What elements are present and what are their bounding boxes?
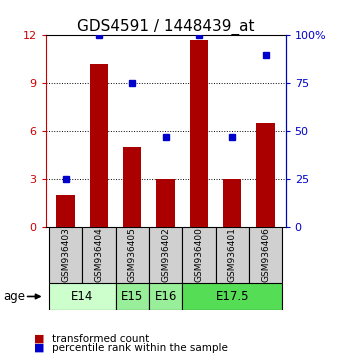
Bar — [182, 283, 282, 310]
Text: E16: E16 — [154, 290, 177, 303]
Text: E15: E15 — [121, 290, 143, 303]
Text: E14: E14 — [71, 290, 94, 303]
Bar — [116, 227, 149, 283]
Bar — [223, 179, 241, 227]
Text: percentile rank within the sample: percentile rank within the sample — [52, 343, 228, 353]
Bar — [216, 227, 249, 283]
Bar — [156, 179, 175, 227]
Bar — [249, 227, 282, 283]
Text: age: age — [3, 290, 25, 303]
Text: GSM936403: GSM936403 — [61, 227, 70, 282]
Bar — [56, 195, 75, 227]
Title: GDS4591 / 1448439_at: GDS4591 / 1448439_at — [77, 19, 255, 35]
Text: transformed count: transformed count — [52, 334, 150, 344]
Text: GSM936400: GSM936400 — [194, 227, 203, 282]
Text: GSM936401: GSM936401 — [228, 227, 237, 282]
Bar — [82, 227, 116, 283]
Text: GSM936404: GSM936404 — [94, 228, 103, 282]
Bar — [257, 123, 275, 227]
Text: GSM936402: GSM936402 — [161, 228, 170, 282]
Bar — [190, 40, 208, 227]
Text: ■: ■ — [34, 334, 44, 344]
Bar — [123, 147, 142, 227]
Bar — [149, 283, 182, 310]
Bar — [116, 283, 149, 310]
Text: E17.5: E17.5 — [216, 290, 249, 303]
Bar — [49, 283, 116, 310]
Bar — [182, 227, 216, 283]
Text: ■: ■ — [34, 343, 44, 353]
Text: GSM936406: GSM936406 — [261, 227, 270, 282]
Bar — [90, 64, 108, 227]
Bar — [49, 227, 82, 283]
Text: GSM936405: GSM936405 — [128, 227, 137, 282]
Bar — [149, 227, 182, 283]
